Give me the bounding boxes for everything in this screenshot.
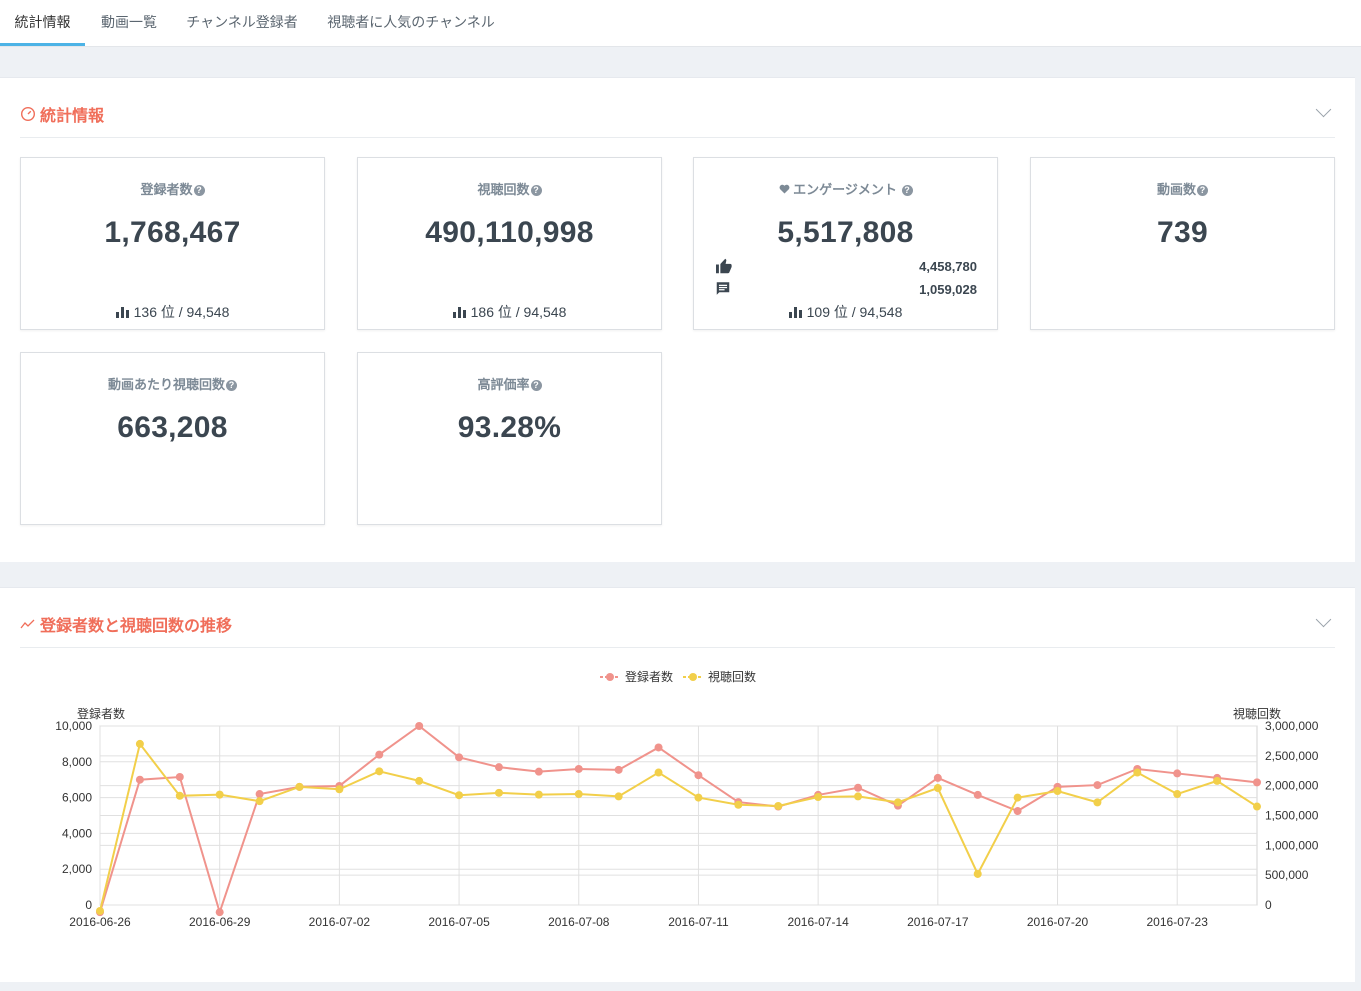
like-ratio-label: 高評価率 <box>477 377 530 392</box>
views-value: 490,110,998 <box>425 216 594 249</box>
views-rank-number: 186 <box>470 304 494 320</box>
engagement-card: エンゲージメント ? 5,517,808 4,458,780 1,059,028… <box>693 157 998 330</box>
like-ratio-card: 高評価率? 93.28% <box>357 352 662 525</box>
views-per-video-card: 動画あたり視聴回数? 663,208 <box>20 352 325 525</box>
stats-panel-header: 統計情報 <box>20 102 104 126</box>
help-icon[interactable]: ? <box>226 380 237 391</box>
engagement-rank-number: 109 <box>806 304 830 320</box>
divider <box>20 137 1335 138</box>
subscribers-rank-number: 136 <box>133 304 157 320</box>
trend-line-icon <box>20 619 35 629</box>
bar-chart-icon <box>788 307 802 318</box>
subscribers-value: 1,768,467 <box>104 216 241 249</box>
videos-label: 動画数 <box>1156 182 1196 197</box>
views-rank: 186 位 / 94,548 <box>358 302 661 322</box>
help-icon[interactable]: ? <box>901 185 913 196</box>
collapse-chevron-icon[interactable] <box>1315 101 1332 118</box>
stats-panel-title: 統計情報 <box>40 108 105 125</box>
tab-popular-channels[interactable]: 視聴者に人気のチャンネル <box>327 14 495 30</box>
views-label: 視聴回数 <box>477 182 530 197</box>
subscribers-rank: 136 位 / 94,548 <box>21 302 324 322</box>
trend-panel-header: 登録者数と視聴回数の推移 <box>20 612 232 636</box>
bar-chart-icon <box>115 307 129 318</box>
subscribers-label: 登録者数 <box>140 182 193 197</box>
engagement-label: エンゲージメント <box>793 182 897 197</box>
bar-chart-icon <box>452 307 466 318</box>
tab-stats[interactable]: 統計情報 <box>0 0 85 46</box>
likes-count: 4,458,780 <box>919 259 977 274</box>
like-ratio-value: 93.28% <box>457 411 562 444</box>
views-card: 視聴回数? 490,110,998 186 位 / 94,548 <box>357 157 662 330</box>
help-icon[interactable]: ? <box>1197 185 1208 196</box>
views-per-video-label: 動画あたり視聴回数 <box>107 377 225 392</box>
engagement-rank: 109 位 / 94,548 <box>694 302 997 322</box>
subscribers-card: 登録者数? 1,768,467 136 位 / 94,548 <box>20 157 325 330</box>
subscribers-rank-total: 位 / 94,548 <box>160 304 230 320</box>
views-per-video-value: 663,208 <box>117 411 228 444</box>
tab-bar: 統計情報 動画一覧 チャンネル登録者 視聴者に人気のチャンネル <box>0 0 1361 47</box>
videos-value: 739 <box>1157 216 1208 249</box>
thumbs-up-icon <box>716 258 732 274</box>
stats-panel: 統計情報 登録者数? 1,768,467 136 位 / 94,548 視聴回数… <box>0 77 1355 562</box>
tab-videos[interactable]: 動画一覧 <box>101 14 157 30</box>
trend-panel: 登録者数と視聴回数の推移 <box>0 587 1355 982</box>
collapse-chevron-icon[interactable] <box>1315 611 1332 628</box>
help-icon[interactable]: ? <box>530 380 542 391</box>
help-icon[interactable]: ? <box>193 185 205 196</box>
engagement-value: 5,517,808 <box>777 216 914 249</box>
engagement-rank-total: 位 / 94,548 <box>833 304 903 320</box>
speedometer-icon <box>20 106 36 122</box>
comments-count: 1,059,028 <box>919 282 977 297</box>
comment-icon <box>716 282 730 295</box>
divider <box>20 647 1335 648</box>
videos-card: 動画数? 739 <box>1030 157 1335 330</box>
views-rank-total: 位 / 94,548 <box>497 304 567 320</box>
heart-icon <box>779 184 789 194</box>
tab-subscribers[interactable]: チャンネル登録者 <box>186 14 298 30</box>
help-icon[interactable]: ? <box>530 185 542 196</box>
trend-panel-title: 登録者数と視聴回数の推移 <box>40 618 233 635</box>
